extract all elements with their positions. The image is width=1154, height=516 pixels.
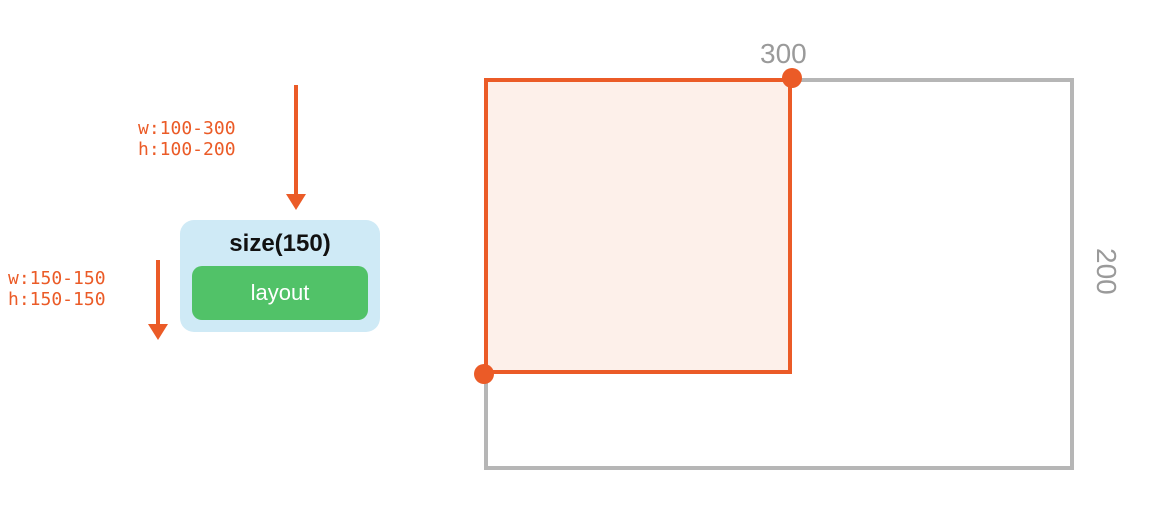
height-label: 200 xyxy=(1090,248,1122,295)
layout-pill: layout xyxy=(192,266,368,320)
width-label: 300 xyxy=(760,38,807,70)
arrow-top-head xyxy=(286,194,306,210)
arrow-bottom-head xyxy=(148,324,168,340)
size-widget-title: size(150) xyxy=(192,230,368,258)
constraint-label-top: w:100-300 h:100-200 xyxy=(138,118,236,160)
constraint-bottom-w: w:150-150 xyxy=(8,268,106,289)
arrow-top-shaft xyxy=(294,85,298,196)
inner-rect xyxy=(484,78,792,374)
constraint-top-w: w:100-300 xyxy=(138,118,236,139)
inner-dot-top-right xyxy=(782,68,802,88)
arrow-bottom-shaft xyxy=(156,260,160,326)
constraint-bottom-h: h:150-150 xyxy=(8,289,106,310)
constraint-top-h: h:100-200 xyxy=(138,139,236,160)
size-widget-box: size(150) layout xyxy=(180,220,380,332)
inner-dot-bottom-left xyxy=(474,364,494,384)
constraint-label-bottom: w:150-150 h:150-150 xyxy=(8,268,106,310)
layout-pill-label: layout xyxy=(251,280,310,306)
